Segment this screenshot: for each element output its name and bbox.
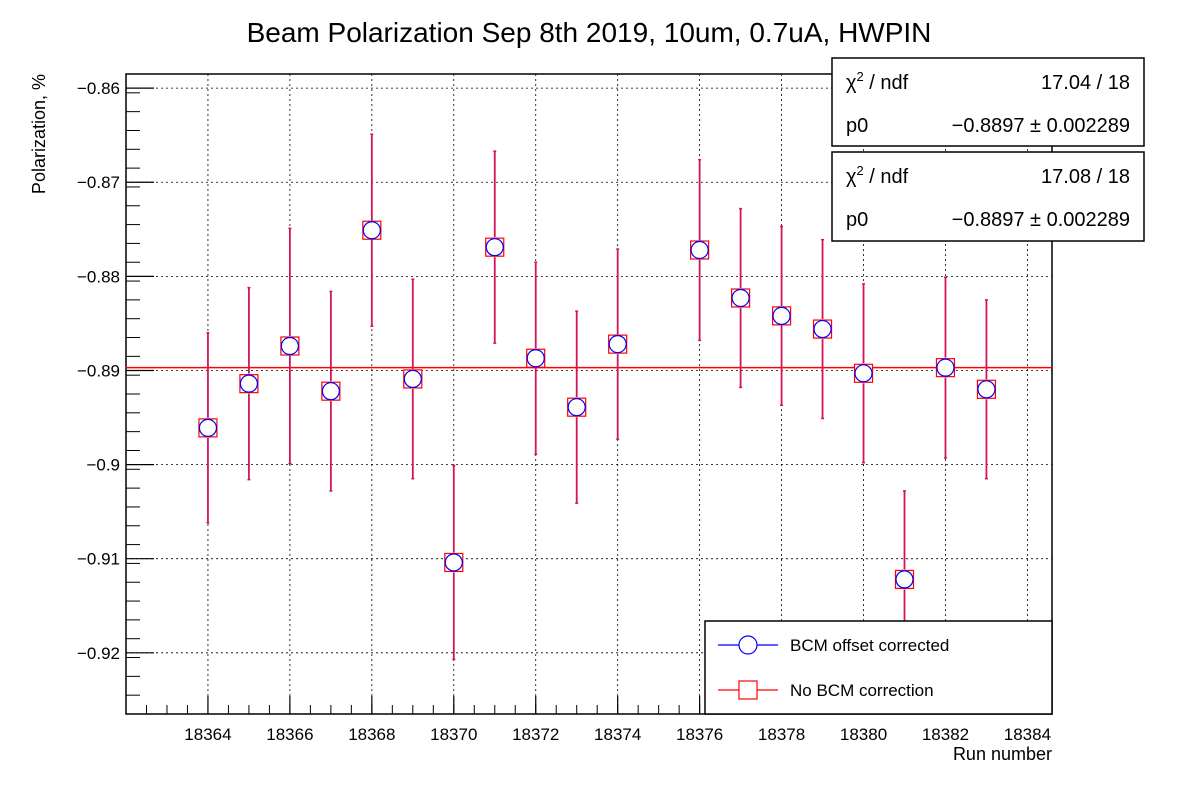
- y-tick-label: −0.89: [77, 361, 120, 380]
- circle-marker: [198, 418, 218, 437]
- x-tick-label: 18380: [840, 725, 887, 744]
- svg-text:χ2 / ndf: χ2 / ndf: [846, 69, 909, 94]
- legend: BCM offset corrected No BCM correction: [704, 620, 1053, 715]
- circle-marker: [526, 349, 545, 368]
- x-tick-label: 18370: [430, 725, 477, 744]
- data-point: [976, 299, 997, 480]
- x-tick-label: 18382: [922, 725, 969, 744]
- data-point: [362, 133, 382, 327]
- circle-marker: [895, 570, 914, 589]
- circle-marker: [772, 306, 791, 325]
- data-point: [608, 248, 628, 440]
- circle-marker: [362, 221, 381, 240]
- p0-label: p0: [846, 115, 868, 137]
- data-point: [198, 332, 218, 524]
- x-tick-label: 18374: [594, 725, 641, 744]
- data-point: [321, 290, 341, 492]
- circle-marker: [936, 358, 955, 377]
- data-points: [198, 133, 997, 669]
- circle-marker: [239, 374, 259, 393]
- x-axis-label: Run number: [953, 744, 1052, 764]
- circle-marker: [731, 288, 750, 308]
- p0-value: −0.8897 ± 0.002289: [952, 115, 1130, 137]
- circle-marker: [567, 398, 586, 417]
- chart-title: Beam Polarization Sep 8th 2019, 10um, 0.…: [247, 17, 932, 48]
- y-axis-label: Polarization, %: [29, 74, 49, 194]
- x-tick-label: 18384: [1004, 725, 1051, 744]
- y-tick-label: −0.87: [77, 173, 120, 192]
- chi-symbol: χ: [846, 166, 857, 188]
- y-tick-label: −0.88: [77, 267, 120, 286]
- circle-marker: [444, 553, 463, 572]
- p0-value: −0.8897 ± 0.002289: [952, 209, 1130, 231]
- x-tick-label: 18376: [676, 725, 723, 744]
- y-tick-label: −0.92: [77, 644, 120, 663]
- x-tick-label: 18364: [184, 725, 231, 744]
- legend-entry-bcm-corrected: BCM offset corrected: [718, 635, 949, 655]
- data-point: [485, 150, 505, 344]
- chi-value: 17.04 / 18: [1041, 72, 1130, 94]
- legend-entry-no-bcm: No BCM correction: [718, 680, 934, 700]
- circle-marker: [690, 240, 709, 260]
- data-point: [853, 283, 874, 464]
- legend-square-marker: [738, 680, 758, 700]
- data-point: [935, 276, 956, 459]
- stat-box-2: χ2 / ndf 17.08 / 18 p0 −0.8897 ± 0.00228…: [831, 151, 1145, 242]
- data-point: [771, 225, 792, 407]
- circle-marker: [854, 364, 873, 383]
- data-point: [690, 158, 710, 342]
- legend-label: No BCM correction: [790, 681, 934, 700]
- data-point: [567, 310, 587, 504]
- x-tick-label: 18378: [758, 725, 805, 744]
- legend-circle-marker: [738, 635, 758, 655]
- circle-marker: [977, 380, 996, 399]
- y-tick-label: −0.91: [77, 550, 120, 569]
- chi-superscript: 2: [857, 163, 864, 178]
- x-tick-label: 18366: [266, 725, 313, 744]
- y-axis: −0.86 −0.87 −0.88 −0.89 −0.9 −0.91 −0.92: [77, 79, 154, 715]
- svg-text:χ2 / ndf: χ2 / ndf: [846, 163, 909, 188]
- circle-marker: [813, 319, 832, 339]
- ndf-label: / ndf: [864, 166, 909, 188]
- y-tick-label: −0.86: [77, 79, 120, 98]
- x-tick-label: 18372: [512, 725, 559, 744]
- circle-marker: [485, 238, 504, 257]
- stat-box-1: χ2 / ndf 17.04 / 18 p0 −0.8897 ± 0.00228…: [831, 57, 1145, 147]
- circle-marker: [321, 382, 340, 401]
- circle-marker: [608, 335, 627, 354]
- circle-marker: [403, 369, 422, 389]
- chi-symbol: χ: [846, 72, 857, 94]
- data-point: [812, 238, 833, 420]
- y-tick-label: −0.9: [86, 456, 120, 475]
- circle-marker: [280, 336, 299, 356]
- legend-label: BCM offset corrected: [790, 636, 949, 655]
- x-tick-label: 18368: [348, 725, 395, 744]
- chi-superscript: 2: [857, 69, 864, 84]
- data-point: [444, 464, 464, 661]
- data-point: [239, 286, 259, 481]
- ndf-label: / ndf: [864, 72, 909, 94]
- p0-label: p0: [846, 209, 868, 231]
- data-point: [280, 227, 300, 465]
- chi-value: 17.08 / 18: [1041, 166, 1130, 188]
- data-point: [526, 261, 546, 455]
- data-point: [731, 207, 751, 389]
- data-point: [403, 278, 423, 480]
